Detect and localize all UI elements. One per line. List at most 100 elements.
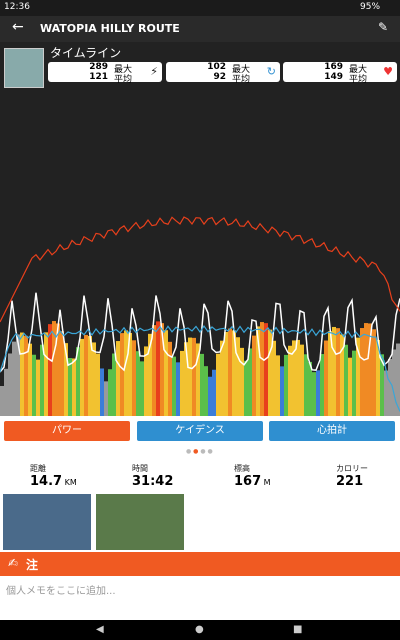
tab-heart-rate[interactable]: 心拍計 — [269, 421, 395, 441]
graph-shape — [328, 331, 332, 416]
stat-max-label: 最大 — [232, 65, 251, 75]
graph-shape — [184, 342, 188, 416]
graph-shape — [244, 360, 248, 416]
graph-shape — [212, 369, 216, 416]
graph-shape — [380, 354, 384, 416]
stat-box: 102 最大 92 平均 ↻ — [166, 62, 280, 85]
summary-number: 14.7 — [30, 474, 63, 489]
notes-bar: ✍ 注 — [0, 552, 400, 576]
nav-back[interactable]: ◀ — [96, 624, 104, 635]
graph-shape — [388, 358, 392, 416]
graph-shape — [268, 329, 272, 416]
graph-shape — [224, 332, 228, 416]
graph-shape — [156, 321, 160, 416]
graph-shape — [32, 354, 36, 416]
graph-shape — [124, 330, 128, 416]
graph-shape — [232, 330, 236, 416]
summary-number: 167 — [234, 474, 262, 489]
graph-shape — [316, 370, 320, 416]
summary-number: 31:42 — [132, 474, 174, 489]
graph-shape — [16, 334, 20, 416]
stat-avg: 92 — [213, 72, 226, 82]
graph-shape — [292, 340, 296, 416]
graph-shape — [340, 334, 344, 416]
summary-value: 221 — [336, 474, 363, 489]
summary-unit: KM — [62, 478, 77, 487]
graph-shape — [320, 354, 324, 416]
nav-home[interactable]: ● — [195, 624, 204, 635]
graph-shape — [352, 350, 356, 416]
battery: 95% — [360, 2, 381, 12]
graph-shape — [92, 342, 96, 416]
stat-avg: 121 — [89, 72, 108, 82]
graph-shape — [164, 330, 168, 416]
graph-shape — [260, 322, 264, 416]
graph-shape — [116, 341, 120, 416]
graph-shape — [140, 361, 144, 416]
graph-shape — [48, 324, 52, 416]
graph-shape — [36, 359, 40, 416]
stat-max-label: 最大 — [349, 65, 368, 75]
graph-shape — [220, 340, 224, 416]
graph-shape — [100, 368, 104, 416]
tab-power[interactable]: パワー — [4, 421, 130, 441]
graph-shape — [88, 336, 92, 416]
summary-unit: M — [261, 478, 271, 487]
graph-shape — [336, 328, 340, 416]
stat-box: 289 最大 121 平均 ⚡ — [48, 62, 162, 85]
summary-label: 時間 — [132, 464, 148, 473]
graph-shape — [256, 326, 260, 416]
summary-label: カロリー — [336, 464, 368, 473]
graph-shape — [112, 353, 116, 416]
graph-shape — [76, 347, 80, 416]
graph-shape — [280, 366, 284, 416]
graph-shape — [72, 358, 76, 416]
back-button[interactable]: ← — [12, 19, 24, 35]
stat-icon: ⚡ — [150, 65, 158, 78]
notes-input[interactable]: 個人メモをここに追加... — [6, 586, 116, 597]
graph-shape — [0, 216, 400, 323]
header: ← WATOPIA HILLY ROUTE ✎ — [0, 16, 400, 42]
avatar — [4, 48, 44, 88]
graph-shape — [152, 325, 156, 416]
screenshot-thumb[interactable] — [96, 494, 184, 550]
graph-shape — [168, 341, 172, 416]
nav-recent[interactable]: ■ — [293, 624, 303, 635]
screenshot-thumb[interactable] — [3, 494, 91, 550]
summary-number: 221 — [336, 474, 364, 489]
graph-shape — [12, 341, 16, 416]
stat-max: 169 — [324, 62, 343, 72]
graph-shape — [344, 344, 348, 416]
graph-shape — [200, 353, 204, 416]
graph-shape — [44, 332, 48, 416]
graph-shape — [252, 335, 256, 416]
graph-shape — [24, 335, 28, 416]
graph-shape — [132, 340, 136, 416]
graph-shape — [216, 353, 220, 416]
graph-shape — [28, 343, 32, 416]
graph-shape — [228, 328, 232, 416]
graph-shape — [96, 353, 100, 416]
timeline-panel: タイムライン — [0, 42, 400, 416]
graph-shape — [148, 333, 152, 416]
status-bar: 12:36 95% — [0, 0, 400, 16]
graph-shape — [144, 346, 148, 416]
graph-shape — [324, 340, 328, 416]
notes-icon: ✍ — [8, 556, 19, 570]
graph-shape — [384, 370, 388, 416]
graph-shape — [52, 321, 56, 416]
graph-shape — [192, 337, 196, 416]
edit-button[interactable]: ✎ — [378, 20, 389, 34]
graph-shape — [0, 386, 4, 416]
nav-bar: ◀ ● ■ — [0, 620, 400, 640]
graph-shape — [300, 344, 304, 416]
graph-shape — [176, 362, 180, 416]
timeline-title: タイムライン — [50, 46, 122, 60]
graph-shape — [248, 348, 252, 416]
graph-shape — [60, 331, 64, 416]
tab-cadence[interactable]: ケイデンス — [137, 421, 263, 441]
graph-shape — [208, 376, 212, 416]
graph-shape — [372, 329, 376, 416]
stat-max: 289 — [89, 62, 108, 72]
